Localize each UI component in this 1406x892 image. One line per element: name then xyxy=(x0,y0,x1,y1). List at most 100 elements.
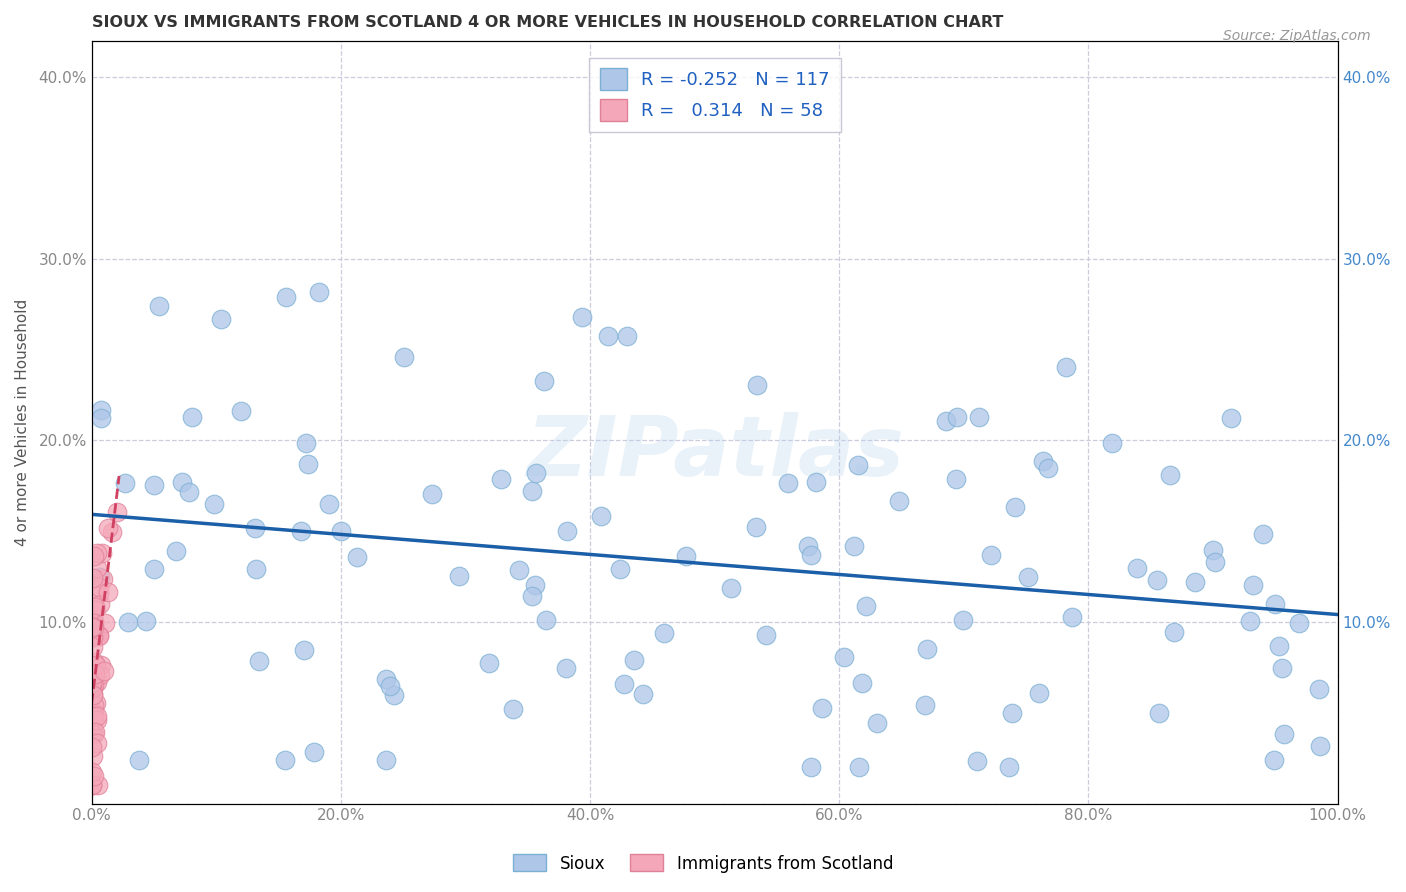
Point xyxy=(747,377,769,392)
Point xyxy=(609,562,631,576)
Point xyxy=(616,328,638,343)
Point xyxy=(128,753,150,767)
Point xyxy=(80,765,103,780)
Point xyxy=(1271,661,1294,675)
Point xyxy=(998,760,1021,774)
Point xyxy=(889,494,911,508)
Point xyxy=(93,665,115,679)
Point xyxy=(380,679,402,693)
Point xyxy=(844,539,866,553)
Point xyxy=(86,714,108,728)
Point xyxy=(382,688,405,702)
Point xyxy=(1204,555,1226,569)
Point xyxy=(523,578,546,592)
Point xyxy=(1017,570,1039,584)
Point xyxy=(800,760,823,774)
Point xyxy=(744,520,766,534)
Point xyxy=(87,779,110,793)
Point xyxy=(1001,706,1024,720)
Point xyxy=(247,655,270,669)
Point xyxy=(502,702,524,716)
Point xyxy=(114,475,136,490)
Point xyxy=(297,457,319,471)
Point xyxy=(848,760,870,774)
Point xyxy=(375,753,398,767)
Point xyxy=(1272,727,1295,741)
Text: SIOUX VS IMMIGRANTS FROM SCOTLAND 4 OR MORE VEHICLES IN HOUSEHOLD CORRELATION CH: SIOUX VS IMMIGRANTS FROM SCOTLAND 4 OR M… xyxy=(91,15,1002,30)
Point xyxy=(1184,575,1206,590)
Point xyxy=(83,549,105,563)
Point xyxy=(91,572,114,586)
Point xyxy=(755,628,778,642)
Point xyxy=(946,409,969,424)
Point xyxy=(330,524,353,539)
Point xyxy=(245,561,267,575)
Point xyxy=(810,700,832,714)
Point xyxy=(89,570,111,584)
Point xyxy=(846,458,869,473)
Point xyxy=(90,410,112,425)
Point xyxy=(1060,610,1083,624)
Point xyxy=(117,615,139,629)
Point xyxy=(555,661,578,675)
Point xyxy=(83,614,105,628)
Point xyxy=(86,709,108,723)
Point xyxy=(83,698,105,712)
Point xyxy=(80,675,103,690)
Point xyxy=(82,630,104,644)
Point xyxy=(86,628,108,642)
Point xyxy=(80,779,103,793)
Point xyxy=(555,524,578,538)
Point xyxy=(1264,597,1286,611)
Point xyxy=(804,475,827,489)
Point xyxy=(209,311,232,326)
Point xyxy=(89,586,111,600)
Point xyxy=(1101,435,1123,450)
Point xyxy=(308,285,330,299)
Point xyxy=(800,549,823,563)
Point xyxy=(80,726,103,740)
Text: ZIPatlas: ZIPatlas xyxy=(526,412,904,493)
Point xyxy=(1159,468,1181,483)
Point xyxy=(89,667,111,681)
Point xyxy=(914,698,936,713)
Point xyxy=(83,713,105,727)
Point xyxy=(866,715,889,730)
Point xyxy=(274,290,297,304)
Point xyxy=(967,410,990,425)
Text: Source: ZipAtlas.com: Source: ZipAtlas.com xyxy=(1223,29,1371,44)
Point xyxy=(613,677,636,691)
Legend: R = -0.252   N = 117, R =   0.314   N = 58: R = -0.252 N = 117, R = 0.314 N = 58 xyxy=(589,58,841,132)
Point xyxy=(392,350,415,364)
Point xyxy=(290,524,312,539)
Point xyxy=(82,640,104,655)
Point xyxy=(80,681,103,695)
Point xyxy=(1308,681,1330,696)
Point xyxy=(489,471,512,485)
Point xyxy=(180,410,202,425)
Point xyxy=(83,678,105,692)
Point xyxy=(84,696,107,710)
Point xyxy=(855,599,877,614)
Point xyxy=(84,657,107,672)
Point xyxy=(82,570,104,584)
Point xyxy=(534,613,557,627)
Point xyxy=(631,687,654,701)
Point xyxy=(165,543,187,558)
Point xyxy=(522,484,544,499)
Point xyxy=(80,740,103,755)
Point xyxy=(302,745,325,759)
Point xyxy=(917,642,939,657)
Point xyxy=(346,550,368,565)
Point xyxy=(1028,686,1050,700)
Point xyxy=(851,676,873,690)
Point xyxy=(87,628,110,642)
Point xyxy=(135,614,157,628)
Point xyxy=(82,630,104,644)
Point xyxy=(1149,706,1171,721)
Point xyxy=(80,779,103,793)
Point xyxy=(1288,615,1310,630)
Point xyxy=(83,620,105,634)
Point xyxy=(83,655,105,669)
Point xyxy=(797,540,820,554)
